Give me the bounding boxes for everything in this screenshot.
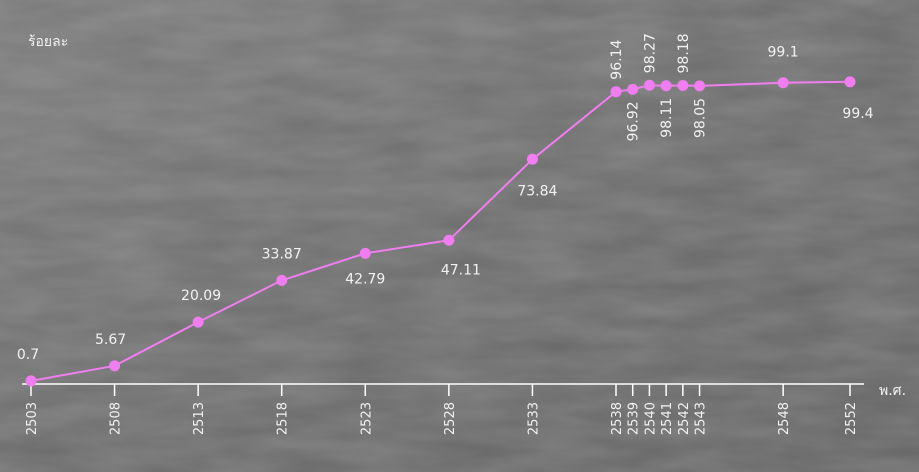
data-label-2533: 73.84 [517, 183, 557, 199]
data-label-2548: 99.1 [768, 45, 799, 61]
data-point-2533 [526, 153, 538, 165]
data-points [25, 76, 856, 387]
x-tick-label-2518: 2518 [276, 402, 291, 435]
data-label-2540: 98.27 [642, 33, 658, 73]
x-axis-ticks [30, 384, 851, 396]
x-tick-label-2513: 2513 [192, 402, 207, 435]
data-label-2518: 33.87 [262, 246, 302, 262]
data-point-2538 [610, 86, 622, 98]
x-tick-label-2528: 2528 [443, 402, 458, 435]
data-label-2543: 98.05 [693, 98, 709, 138]
data-label-2523: 42.79 [345, 271, 385, 287]
x-tick-label-2539: 2539 [627, 402, 642, 435]
data-point-2539 [627, 83, 639, 95]
data-label-2503: 0.7 [17, 347, 39, 363]
data-label-2552: 99.4 [842, 106, 873, 122]
x-tick-label-2538: 2538 [610, 402, 625, 435]
data-point-2542 [677, 80, 689, 92]
x-axis-tick-labels: 2503 2508 2513 2518 2523 2528 2533 2538 2539 2540… [25, 402, 859, 435]
data-point-2523 [359, 247, 371, 259]
data-label-2508: 5.67 [95, 332, 126, 348]
data-labels: 0.7 5.67 20.09 33.87 42.79 47.11 73.84 96.14 96.… [17, 33, 874, 363]
data-point-2518 [276, 274, 288, 286]
data-point-2540 [643, 79, 655, 91]
x-tick-label-2542: 2542 [677, 402, 692, 435]
data-label-2539: 96.92 [626, 101, 642, 141]
data-label-2541: 98.11 [659, 98, 675, 138]
data-point-2548 [777, 77, 789, 89]
x-tick-label-2540: 2540 [643, 402, 658, 435]
data-point-2543 [694, 80, 706, 92]
x-tick-label-2548: 2548 [777, 402, 792, 435]
data-point-2503 [25, 375, 37, 387]
data-label-2528: 47.11 [441, 262, 481, 278]
data-label-2542: 98.18 [676, 33, 692, 73]
data-point-2508 [109, 360, 121, 372]
data-point-2528 [443, 234, 455, 246]
x-axis-label: พ.ศ. [879, 383, 906, 399]
x-tick-label-2508: 2508 [109, 402, 124, 435]
y-axis-label: ร้อยละ [28, 34, 68, 50]
data-label-2538: 96.14 [609, 40, 625, 80]
x-tick-label-2541: 2541 [660, 402, 675, 435]
x-tick-label-2523: 2523 [359, 402, 374, 435]
x-tick-label-2533: 2533 [526, 402, 541, 435]
data-label-2513: 20.09 [181, 288, 221, 304]
x-tick-label-2552: 2552 [844, 402, 859, 435]
x-tick-label-2543: 2543 [694, 402, 709, 435]
data-point-2541 [660, 80, 672, 92]
data-point-2552 [844, 76, 856, 88]
x-tick-label-2503: 2503 [25, 402, 40, 435]
data-point-2513 [192, 316, 204, 328]
